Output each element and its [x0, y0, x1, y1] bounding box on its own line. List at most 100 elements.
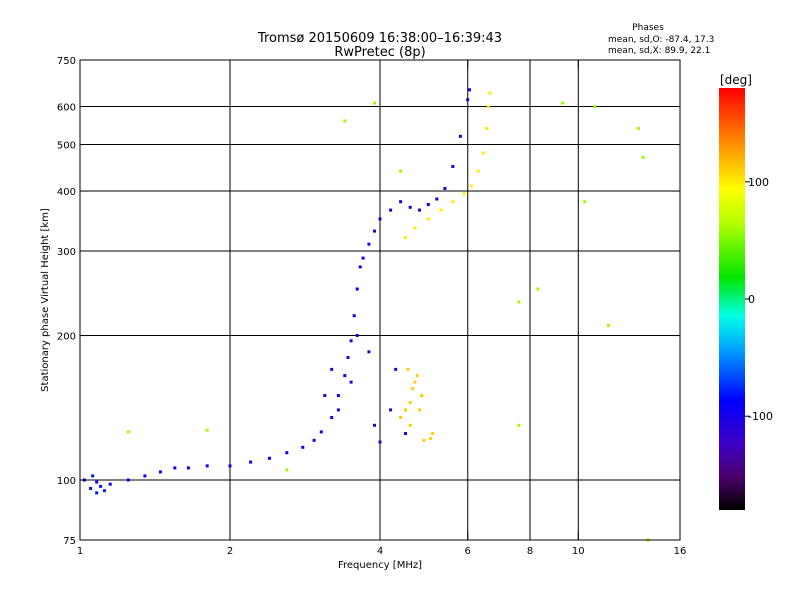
- data-point: [143, 474, 147, 478]
- data-point: [108, 482, 112, 486]
- data-point: [561, 101, 565, 105]
- chart-title: Tromsø 20150609 16:38:00–16:39:43: [257, 31, 502, 46]
- data-point: [99, 484, 103, 488]
- data-point: [394, 367, 398, 371]
- data-point: [301, 445, 305, 449]
- data-point: [468, 88, 471, 92]
- data-point: [389, 408, 393, 412]
- data-point: [486, 105, 490, 108]
- data-point: [426, 203, 430, 206]
- y-tick-label: 75: [63, 536, 76, 547]
- y-tick-label: 300: [57, 247, 76, 258]
- data-point: [426, 217, 430, 221]
- data-point: [517, 423, 521, 427]
- data-point: [158, 470, 162, 474]
- data-point: [607, 323, 610, 327]
- data-point: [420, 394, 424, 397]
- x-tick-label: 4: [377, 546, 383, 557]
- data-point: [413, 226, 417, 230]
- data-point: [346, 356, 350, 359]
- data-point: [404, 408, 407, 412]
- data-point: [406, 367, 410, 371]
- data-point: [641, 155, 645, 159]
- data-point: [285, 451, 289, 455]
- colorbar-tick-label: 100: [748, 176, 769, 189]
- data-point: [373, 423, 376, 427]
- data-point: [173, 466, 177, 470]
- data-point: [330, 367, 334, 371]
- data-points: [82, 88, 650, 542]
- data-point: [389, 208, 393, 212]
- data-point: [355, 287, 359, 291]
- data-point: [205, 464, 209, 468]
- data-point: [431, 432, 435, 435]
- axis-ticks: [79, 59, 681, 541]
- data-point: [408, 423, 412, 427]
- data-point: [249, 460, 253, 464]
- data-point: [399, 200, 403, 204]
- data-point: [458, 134, 462, 138]
- data-point: [323, 394, 327, 397]
- data-point: [404, 236, 407, 240]
- data-point: [355, 334, 359, 337]
- phases-o-stats: mean, sd,O: -87.4, 17.3: [608, 35, 714, 45]
- phases-legend: Phases mean, sd,O: -87.4, 17.3 mean, sd,…: [608, 23, 714, 56]
- data-point: [378, 440, 382, 444]
- data-point: [352, 314, 356, 318]
- y-tick-label: 750: [57, 56, 76, 67]
- data-point: [481, 151, 485, 155]
- data-point: [361, 256, 365, 260]
- grid-lines: [80, 60, 680, 540]
- data-point: [435, 197, 439, 201]
- phases-x-stats: mean, sd,X: 89.9, 22.1: [608, 46, 710, 56]
- data-point: [443, 187, 447, 190]
- data-point: [399, 416, 403, 419]
- x-tick-label: 8: [527, 546, 533, 557]
- data-point: [186, 466, 190, 470]
- y-tick-label: 600: [57, 103, 76, 114]
- data-point: [336, 408, 340, 412]
- data-point: [373, 101, 376, 105]
- data-point: [485, 127, 489, 130]
- data-point: [408, 401, 412, 405]
- data-point: [413, 380, 417, 384]
- data-point: [312, 438, 316, 442]
- data-point: [451, 165, 455, 168]
- y-tick-label: 500: [57, 141, 76, 152]
- data-point: [343, 119, 347, 123]
- data-point: [373, 229, 376, 233]
- colorbar-tick-label: -100: [748, 410, 773, 423]
- data-point: [126, 430, 130, 434]
- phases-heading: Phases: [632, 23, 664, 33]
- title-group: Tromsø 20150609 16:38:00–16:39:43 RwPret…: [257, 31, 502, 60]
- data-point: [636, 127, 640, 130]
- data-point: [95, 491, 99, 495]
- data-point: [95, 480, 99, 484]
- colorbar: [deg] -100 0 100: [719, 73, 773, 510]
- data-point: [411, 387, 415, 391]
- y-tick-label: 100: [57, 476, 76, 487]
- data-point: [428, 437, 432, 441]
- data-point: [343, 374, 347, 378]
- data-point: [593, 105, 597, 108]
- data-point: [358, 265, 362, 269]
- data-point: [126, 478, 130, 482]
- plot-area: 1 2 4 6 8 10 16 75 100 200 300 400 500 600 750: [57, 56, 686, 557]
- data-point: [91, 474, 95, 478]
- data-point: [451, 200, 455, 204]
- x-tick-label: 6: [465, 546, 471, 557]
- data-point: [89, 487, 93, 490]
- data-point: [285, 468, 289, 472]
- x-axis-label: Frequency [MHz]: [338, 560, 422, 571]
- y-tick-labels: 75 100 200 300 400 500 600 750: [57, 56, 76, 547]
- data-point: [399, 169, 403, 173]
- x-tick-labels: 1 2 4 6 8 10 16: [77, 546, 687, 557]
- data-point: [476, 169, 480, 173]
- data-point: [583, 200, 587, 204]
- x-tick-label: 16: [674, 546, 687, 557]
- data-point: [415, 374, 419, 378]
- x-tick-label: 2: [227, 546, 233, 557]
- data-point: [103, 489, 106, 493]
- data-point: [469, 184, 473, 188]
